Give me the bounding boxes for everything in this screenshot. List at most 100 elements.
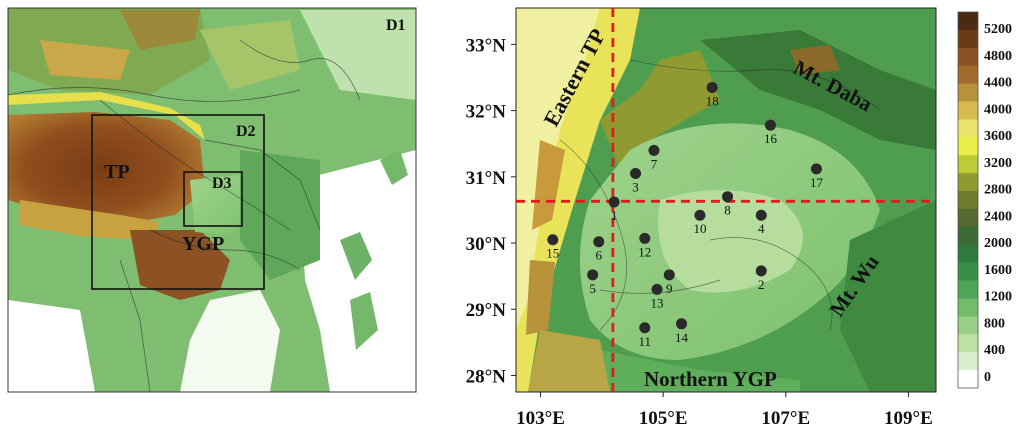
colorbar-tick-label: 1200 [984, 290, 1012, 305]
colorbar-segment [958, 65, 978, 85]
station-marker-14 [676, 318, 688, 330]
colorbar-segment [958, 119, 978, 138]
y-tick-label: 31°N [466, 168, 507, 189]
colorbar-segment [958, 352, 978, 371]
colorbar-tick-label: 2000 [984, 236, 1012, 251]
station-label-10: 10 [693, 221, 706, 236]
colorbar-tick-label: 3200 [984, 156, 1012, 171]
domain-label-d1: D1 [386, 17, 406, 34]
x-tick-label: 107°E [761, 408, 810, 429]
right-map-terrain [516, 8, 936, 392]
station-label-17: 17 [810, 175, 824, 190]
colorbar-tick-label: 4000 [984, 102, 1012, 117]
y-tick-label: 33°N [466, 35, 507, 56]
station-label-5: 5 [589, 281, 596, 296]
region-label-northern-ygp: Northern YGP [644, 367, 777, 391]
station-label-16: 16 [764, 131, 778, 146]
colorbar-segment [958, 83, 978, 103]
colorbar-tick-label: 3600 [984, 129, 1012, 144]
colorbar-segment [958, 316, 978, 335]
y-tick-label: 28°N [466, 366, 507, 387]
colorbar-segment [958, 244, 978, 264]
station-marker-18 [706, 81, 718, 93]
station-marker-1 [608, 196, 620, 208]
colorbar-segment [958, 47, 978, 67]
domain-d1-frame [7, 7, 417, 393]
x-axis-ticks: 103°E 105°E 107°E 109°E [516, 392, 933, 429]
station-label-15: 15 [546, 246, 559, 261]
station-label-8: 8 [724, 203, 731, 218]
station-marker-13 [651, 283, 663, 295]
domain-label-d3: D3 [212, 175, 232, 192]
colorbar-segment [958, 298, 978, 317]
station-marker-3 [630, 168, 642, 180]
colorbar-tick-label: 2800 [984, 183, 1012, 198]
station-label-18: 18 [706, 93, 719, 108]
y-tick-label: 30°N [466, 234, 507, 255]
y-axis-ticks: 33°N 32°N 31°N 30°N 29°N 28°N [466, 35, 516, 387]
station-marker-4 [755, 209, 767, 221]
station-marker-16 [764, 119, 776, 131]
station-marker-10 [694, 209, 706, 221]
station-marker-11 [639, 322, 651, 334]
left-map-borders [8, 39, 361, 392]
colorbar-frame [957, 11, 979, 389]
colorbar-segment [958, 334, 978, 353]
colorbar-segment [958, 226, 978, 246]
colorbar-segment [958, 173, 978, 192]
region-label-tp: TP [104, 161, 130, 183]
colorbar: 5200480044004000360032002800240020001600… [957, 11, 1012, 389]
station-label-11: 11 [638, 334, 651, 349]
colorbar-tick-label: 1600 [984, 263, 1012, 278]
colorbar-tick-label: 2400 [984, 209, 1012, 224]
colorbar-segment [958, 208, 978, 228]
colorbar-segment [958, 191, 978, 210]
station-label-9: 9 [666, 281, 673, 296]
station-marker-9 [663, 269, 675, 281]
colorbar-tick-label: 800 [984, 316, 1005, 331]
station-marker-8 [722, 191, 734, 203]
colorbar-tick-label: 5200 [984, 22, 1012, 37]
colorbar-segment [958, 29, 978, 49]
left-map-terrain [8, 8, 416, 392]
station-marker-7 [648, 144, 660, 156]
station-label-12: 12 [638, 244, 651, 259]
station-label-14: 14 [675, 330, 689, 345]
domain-d3-box [183, 171, 243, 227]
station-marker-17 [810, 163, 822, 175]
station-marker-15 [547, 234, 559, 246]
station-marker-12 [639, 232, 651, 244]
station-label-7: 7 [651, 156, 658, 171]
station-marker-2 [755, 265, 767, 277]
x-tick-label: 105°E [639, 408, 688, 429]
x-tick-label: 103°E [516, 408, 565, 429]
y-tick-label: 32°N [466, 102, 507, 123]
colorbar-segment [958, 280, 978, 299]
domain-d2-box [91, 114, 265, 290]
region-label-ygp: YGP [182, 233, 224, 255]
colorbar-segment [958, 370, 978, 389]
colorbar-segment [958, 262, 978, 282]
colorbar-tick-label: 0 [984, 370, 991, 385]
colorbar-segment [958, 12, 978, 31]
station-label-3: 3 [632, 180, 639, 195]
station-label-6: 6 [596, 248, 603, 263]
station-label-1: 1 [611, 208, 618, 223]
domain-label-d2: D2 [236, 123, 256, 140]
colorbar-segment [958, 101, 978, 120]
station-label-4: 4 [758, 221, 765, 236]
colorbar-segment [958, 155, 978, 174]
colorbar-tick-label: 4400 [984, 76, 1012, 91]
x-tick-label: 109°E [884, 408, 933, 429]
station-label-13: 13 [651, 295, 664, 310]
colorbar-tick-label: 400 [984, 343, 1005, 358]
y-tick-label: 29°N [466, 300, 507, 321]
station-marker-6 [593, 236, 605, 248]
station-marker-5 [587, 269, 599, 281]
left-map: D1 D2 D3 TP YGP [7, 7, 417, 393]
station-label-2: 2 [758, 277, 765, 292]
colorbar-segment [958, 137, 978, 156]
